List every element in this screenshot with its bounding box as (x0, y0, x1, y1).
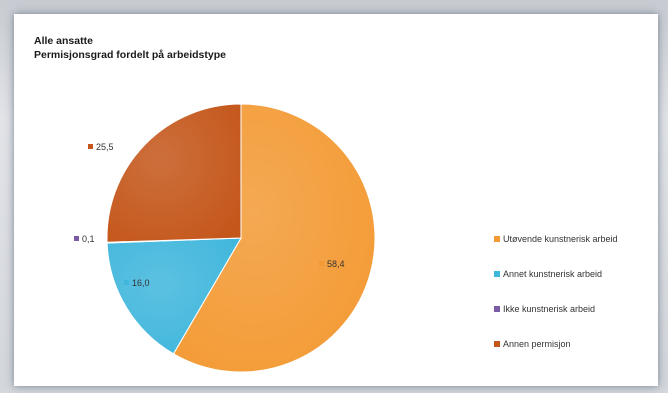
pie-chart: 58,4 16,0 0,1 25,5 (74, 103, 376, 373)
data-label: 58,4 (327, 259, 345, 269)
pie-slice (106, 237, 242, 355)
legend: Utøvende kunstnerisk arbeid Annet kunstn… (494, 232, 618, 372)
data-label-marker (124, 280, 129, 285)
chart-title: Alle ansatte (34, 35, 93, 47)
data-label-marker (319, 261, 324, 266)
legend-swatch (494, 306, 500, 312)
legend-label: Annet kunstnerisk arbeid (503, 269, 603, 279)
legend-item: Annen permisjon (494, 337, 618, 351)
legend-label: Ikke kunstnerisk arbeid (503, 304, 596, 314)
legend-swatch (494, 236, 500, 242)
legend-item: Annet kunstnerisk arbeid (494, 267, 618, 281)
legend-label: Utøvende kunstnerisk arbeid (503, 234, 618, 244)
data-label-marker (74, 236, 79, 241)
chart-area: Alle ansatte Permisjonsgrad fordelt på a… (14, 14, 658, 386)
legend-item: Utøvende kunstnerisk arbeid (494, 232, 618, 246)
chart-subtitle: Permisjonsgrad fordelt på arbeidstype (34, 49, 226, 61)
legend-item: Ikke kunstnerisk arbeid (494, 302, 618, 316)
data-label: 16,0 (132, 278, 150, 288)
data-label: 0,1 (82, 234, 95, 244)
legend-swatch (494, 341, 500, 347)
pie-slice (106, 103, 242, 243)
legend-label: Annen permisjon (503, 339, 571, 349)
data-label: 25,5 (96, 142, 114, 152)
chart-title-block: Alle ansatte Permisjonsgrad fordelt på a… (34, 34, 226, 62)
legend-swatch (494, 271, 500, 277)
data-label-marker (88, 144, 93, 149)
pie-slice (172, 103, 376, 373)
